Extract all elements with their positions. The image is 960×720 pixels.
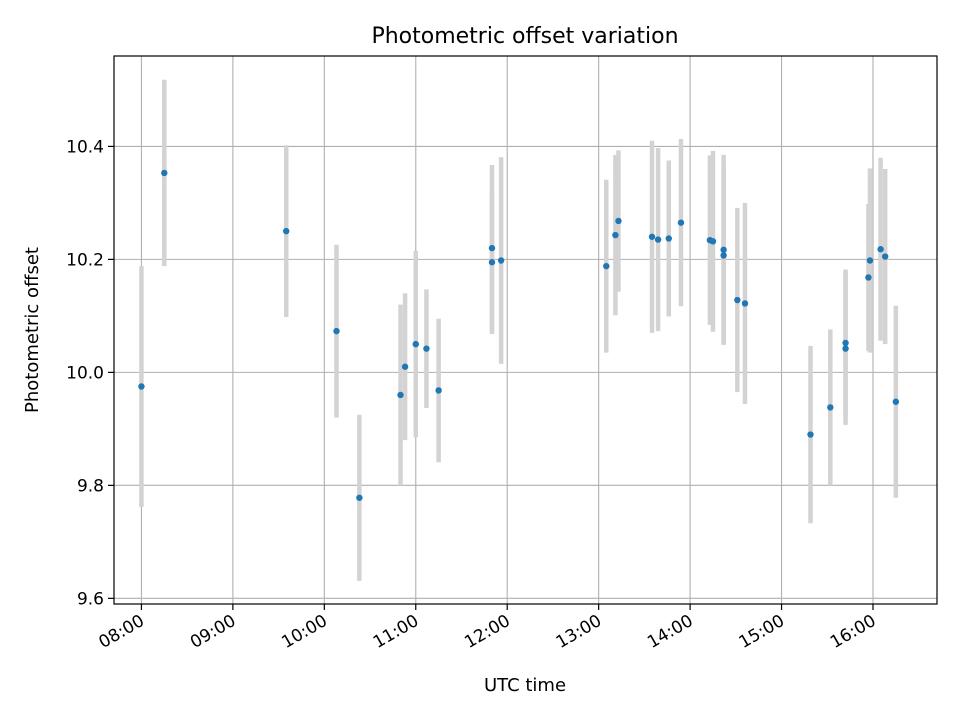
data-point	[648, 233, 656, 240]
y-axis: 9.6 9.8 10.0 10.2 10.4	[66, 137, 114, 609]
data-point	[677, 219, 685, 226]
data-point	[665, 235, 672, 242]
data-point	[488, 259, 496, 266]
data-point	[827, 404, 834, 411]
data-point	[435, 387, 442, 394]
data-point	[397, 391, 404, 399]
y-axis-label: Photometric offset	[22, 247, 43, 413]
data-point	[654, 236, 662, 243]
axes-frame	[113, 55, 938, 605]
data-point	[866, 257, 874, 264]
plot-area	[114, 56, 937, 604]
data-point	[720, 252, 727, 259]
data-point	[734, 296, 741, 304]
chart-title: Photometric offset variation	[371, 24, 678, 49]
data-point	[497, 257, 505, 264]
data-point	[333, 327, 340, 335]
data-point	[842, 339, 849, 347]
data-point	[488, 244, 496, 252]
data-point	[161, 169, 168, 177]
data-point	[881, 253, 889, 260]
data-point	[423, 345, 430, 352]
grid-layer	[114, 56, 937, 604]
data-point	[709, 238, 717, 245]
data-point	[807, 431, 814, 438]
data-point	[877, 246, 884, 253]
data-point	[612, 231, 619, 239]
data-point	[401, 363, 409, 370]
data-point	[603, 262, 610, 270]
y-tick-label: 9.8	[77, 476, 104, 496]
data-point	[283, 227, 290, 235]
point-layer	[138, 169, 900, 501]
data-point	[865, 274, 872, 281]
y-tick-label: 10.0	[66, 363, 104, 383]
data-point	[356, 494, 363, 501]
data-point	[615, 217, 622, 225]
y-tick-label: 10.4	[66, 137, 104, 157]
data-point	[842, 345, 849, 352]
data-point	[741, 300, 749, 307]
data-point	[892, 398, 900, 405]
y-tick-label: 10.2	[66, 250, 104, 270]
data-point	[412, 340, 419, 348]
data-point	[720, 246, 727, 253]
x-axis-label: UTC time	[484, 675, 566, 696]
y-tick-label: 9.6	[77, 589, 104, 609]
data-point	[138, 383, 145, 390]
